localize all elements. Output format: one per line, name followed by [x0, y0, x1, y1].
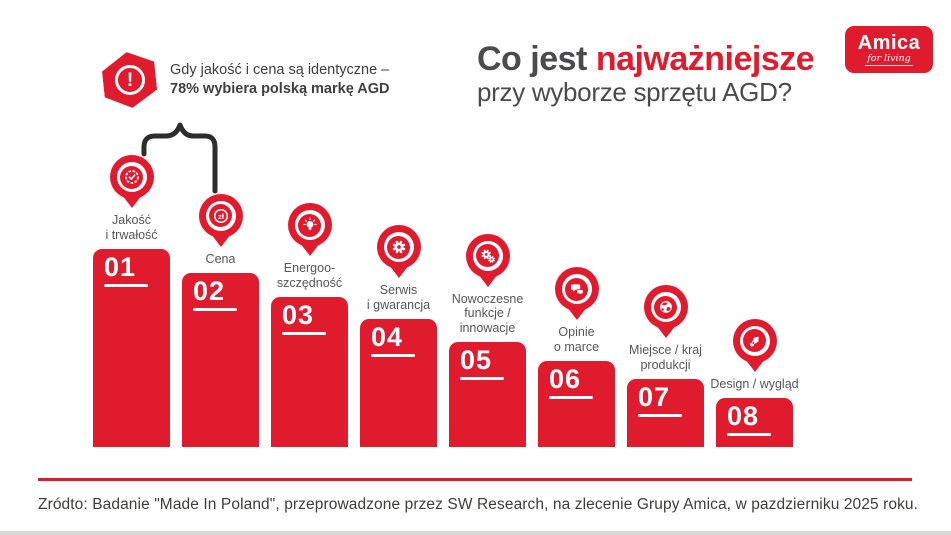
logo-brand-text: Amica — [857, 32, 921, 54]
bar-label: Energoo-szczędność — [276, 261, 343, 290]
pin-tail — [744, 358, 765, 372]
service-gear-icon — [387, 235, 410, 259]
title-line-2: przy wyborze sprzętu AGD? — [477, 77, 792, 107]
bar-label: Nowoczesne funkcje / innowacje — [451, 291, 524, 335]
pin-tail — [477, 273, 498, 287]
pin-tail — [655, 325, 676, 338]
callout-text: Gdy jakość i cena są identyczne – 78% wy… — [170, 61, 389, 99]
rank-underline — [282, 332, 326, 335]
rank-underline — [549, 396, 593, 399]
title-highlight: najważniejsze — [595, 40, 815, 78]
bar-rank: 05 — [460, 345, 493, 375]
chart-column: Energoo-szczędność 03 — [271, 203, 348, 447]
map-pin-icon: zł — [198, 193, 243, 247]
bar-label: Jakość i trwałość — [105, 213, 158, 242]
map-pin-icon — [109, 155, 154, 208]
chart-column: Jakość i trwałość 01 — [93, 155, 170, 447]
innovation-gears-icon — [476, 244, 499, 267]
title-prefix: Co jest — [477, 40, 596, 78]
pin-tail — [299, 243, 320, 256]
bar-rank: 02 — [193, 276, 226, 306]
page-title: Co jest najważniejsze przy wyborze sprzę… — [477, 40, 815, 107]
map-pin-icon — [732, 318, 777, 372]
title-line-1: Co jest najważniejsze — [477, 40, 815, 78]
bar-label: Opinie o marce — [553, 325, 600, 354]
pin-tail — [388, 265, 409, 278]
map-pin-icon — [554, 267, 599, 320]
rank-underline — [371, 354, 415, 357]
bar: 07 — [627, 379, 704, 447]
rank-underline — [460, 377, 504, 380]
bar-rank: 08 — [727, 401, 760, 431]
footer-divider — [38, 478, 912, 481]
pin-tail — [210, 233, 231, 247]
pen-nib-icon — [743, 329, 766, 352]
chart-column: Miejsce / kraj produkcji 07 — [627, 285, 704, 447]
zloty-coin-icon: zł — [209, 204, 232, 227]
globe-icon — [654, 295, 677, 319]
bar-rank: 06 — [549, 364, 582, 394]
bottom-edge — [0, 531, 951, 535]
bar: 08 — [716, 398, 793, 447]
callout-line-2: 78% wybiera polską markę AGD — [170, 81, 390, 97]
map-pin-icon — [376, 225, 421, 278]
bar: 04 — [360, 319, 437, 447]
bar: 03 — [271, 297, 348, 447]
bar-label: Miejsce / kraj produkcji — [629, 343, 702, 372]
bar: 01 — [93, 249, 170, 447]
bar-rank: 01 — [104, 252, 137, 282]
bar: 05 — [449, 342, 526, 447]
lightbulb-icon — [298, 213, 321, 237]
chat-bubbles-icon — [565, 277, 588, 301]
pin-tail — [566, 307, 587, 320]
source-text: Zródto: Badanie "Made In Poland", przepr… — [38, 496, 919, 513]
chart-column: Serwis i gwarancja 04 — [360, 225, 437, 447]
rank-underline — [193, 308, 237, 311]
bar: 06 — [538, 361, 615, 447]
rank-underline — [638, 414, 682, 417]
bar-label: Serwis i gwarancja — [366, 283, 431, 312]
quality-seal-icon — [120, 165, 143, 189]
bar-label: Cena — [205, 251, 236, 266]
brace-connector — [141, 122, 218, 194]
bar-rank: 07 — [638, 382, 671, 412]
amica-logo: Amica for living — [845, 26, 933, 73]
pin-tail — [121, 195, 142, 208]
map-pin-icon — [287, 203, 332, 256]
bar-rank: 04 — [371, 322, 404, 352]
rank-underline — [104, 284, 148, 287]
bar-label: Design / wygląd — [710, 376, 799, 391]
rank-underline — [727, 433, 771, 436]
chart-column: Opinie o marce 06 — [538, 267, 615, 447]
bar-rank: 03 — [282, 300, 315, 330]
logo-tagline: for living — [865, 53, 913, 66]
bar: 02 — [182, 273, 259, 447]
chart-column: Nowoczesne funkcje / innowacje 05 — [449, 233, 526, 447]
map-pin-icon — [643, 285, 688, 338]
callout-line-1: Gdy jakość i cena są identyczne – — [170, 62, 390, 78]
svg-text:zł: zł — [218, 211, 225, 220]
chart-column: Design / wygląd 08 — [710, 318, 799, 447]
map-pin-icon — [465, 233, 510, 287]
chart-column: zł Cena 02 — [182, 193, 259, 447]
